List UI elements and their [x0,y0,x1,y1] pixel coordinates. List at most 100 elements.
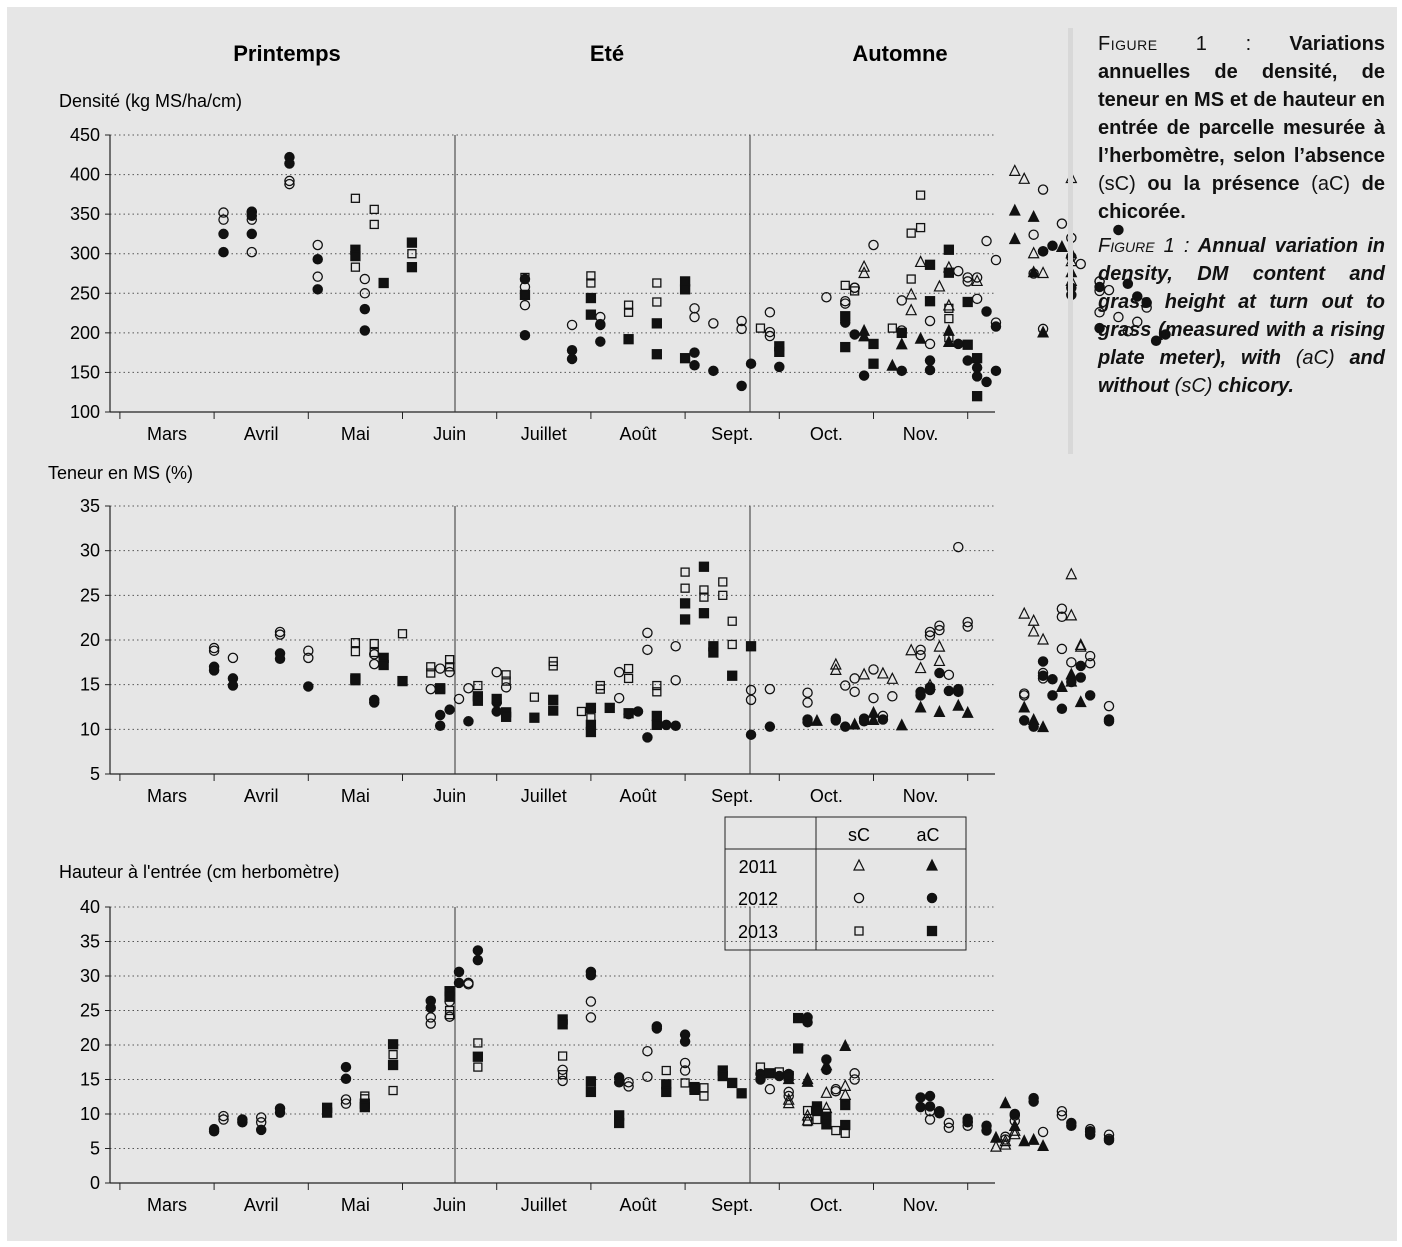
legend: sC aC 2011 2012 2013 [724,816,967,951]
point-2013-sc [426,668,436,678]
point-2012-sc [962,276,973,287]
panel-2-ylabel: Teneur en MS (%) [48,463,193,483]
point-2013-sc [557,1070,568,1080]
point-2012-sc [1103,284,1115,296]
point-2012-sc [218,1110,229,1122]
point-2013-ac [491,693,502,705]
point-2012-ac [1018,715,1030,726]
x-tick-label: Juin [433,1195,466,1215]
point-2011-sc [1018,606,1031,619]
point-2013-ac [406,237,418,248]
point-2011-ac [867,713,880,726]
point-2013-ac [585,1086,597,1098]
point-2012-sc [1037,1126,1049,1138]
y-tick-label: 10 [80,1104,100,1124]
point-2013-ac [661,1086,672,1098]
point-2011-ac [1008,232,1021,245]
point-2011-ac [848,717,861,730]
point-2012-sc [915,649,926,661]
point-2012-sc [849,1074,860,1085]
point-2011-ac [1018,700,1031,713]
point-2011-ac [1018,1134,1031,1147]
point-2013-sc [652,278,662,288]
point-2012-sc [802,697,813,708]
point-2013-sc [915,222,926,233]
x-tick-label: Mai [341,1195,370,1215]
y-tick-label: 20 [80,630,100,650]
legend-marker-ac [926,858,938,871]
point-2012-ac [953,338,964,350]
point-2013-ac [971,391,983,402]
point-2013-ac [962,296,973,308]
point-2012-sc [821,291,832,303]
point-2012-ac [208,1123,220,1135]
point-2012-sc [312,271,323,282]
point-2012-ac [924,364,936,376]
point-2013-ac [350,250,361,262]
point-2013-sc [755,1062,766,1072]
point-2013-sc [944,332,954,343]
point-2011-ac [895,718,908,731]
point-2013-sc [915,190,926,200]
point-2013-ac [679,598,691,609]
point-2012-ac [227,680,239,691]
point-2013-ac [444,991,455,1002]
point-2012-sc [764,683,776,695]
point-2012-sc [849,673,860,684]
legend-row-2012: 2012 [738,889,778,909]
point-2011-sc [933,279,946,292]
point-2011-ac [933,705,946,717]
point-2013-ac [472,695,484,706]
panel-1: Densité (kg MS/ha/cm) 100 150 200 250 300 350 4… [59,91,1171,444]
point-2012-ac [434,720,446,732]
point-2012-sc [284,178,295,190]
point-2012-sc [218,214,229,225]
point-2013-ac [585,1076,597,1087]
y-tick-label: 300 [70,244,100,264]
point-2012-sc [359,273,371,285]
point-2013-sc [473,1038,483,1048]
point-2012-ac [764,721,776,732]
point-2013-ac [840,341,851,353]
chart-panels: Densité (kg MS/ha/cm)1001502002503003504… [48,91,1171,1215]
point-2012-ac [971,362,983,373]
x-tick-label: Oct. [810,1195,843,1215]
x-tick-label: Juin [433,424,466,444]
point-2012-ac [453,966,465,978]
point-2013-ac [548,705,559,716]
point-2013-sc [755,323,766,333]
point-2013-ac [811,1105,823,1116]
point-2012-sc [340,1094,352,1105]
point-2011-sc [1018,171,1031,184]
point-2013-sc [350,638,361,648]
point-2012-sc [764,307,776,318]
point-2013-sc [906,228,916,238]
point-2011-sc [1074,639,1087,652]
point-2011-ac [839,1039,852,1051]
x-tick-label: Avril [244,786,279,806]
point-2012-ac [924,355,936,366]
point-2013-sc [388,1050,398,1060]
x-tick-label: Sept. [711,1195,753,1215]
x-tick-label: Oct. [810,786,843,806]
x-tick-label: Mars [147,786,187,806]
point-2013-sc [529,692,540,702]
point-2012-sc [208,642,220,654]
point-2013-sc [680,567,690,577]
point-2013-ac [792,1012,804,1024]
point-2013-sc [350,262,361,272]
point-2011-ac [1055,680,1068,692]
point-2013-sc [850,286,860,296]
point-2013-ac [698,608,710,619]
y-tick-label: 15 [80,1070,100,1090]
point-2013-ac [359,1101,370,1113]
point-2013-ac [435,683,446,695]
point-2012-sc [689,303,700,314]
legend-markers [853,858,938,937]
point-2012-sc [227,652,239,664]
point-2012-ac [1113,224,1124,236]
point-2012-sc [1113,311,1124,323]
point-2012-ac [274,653,286,665]
point-2012-sc [340,1098,352,1109]
x-tick-label: Avril [244,424,279,444]
